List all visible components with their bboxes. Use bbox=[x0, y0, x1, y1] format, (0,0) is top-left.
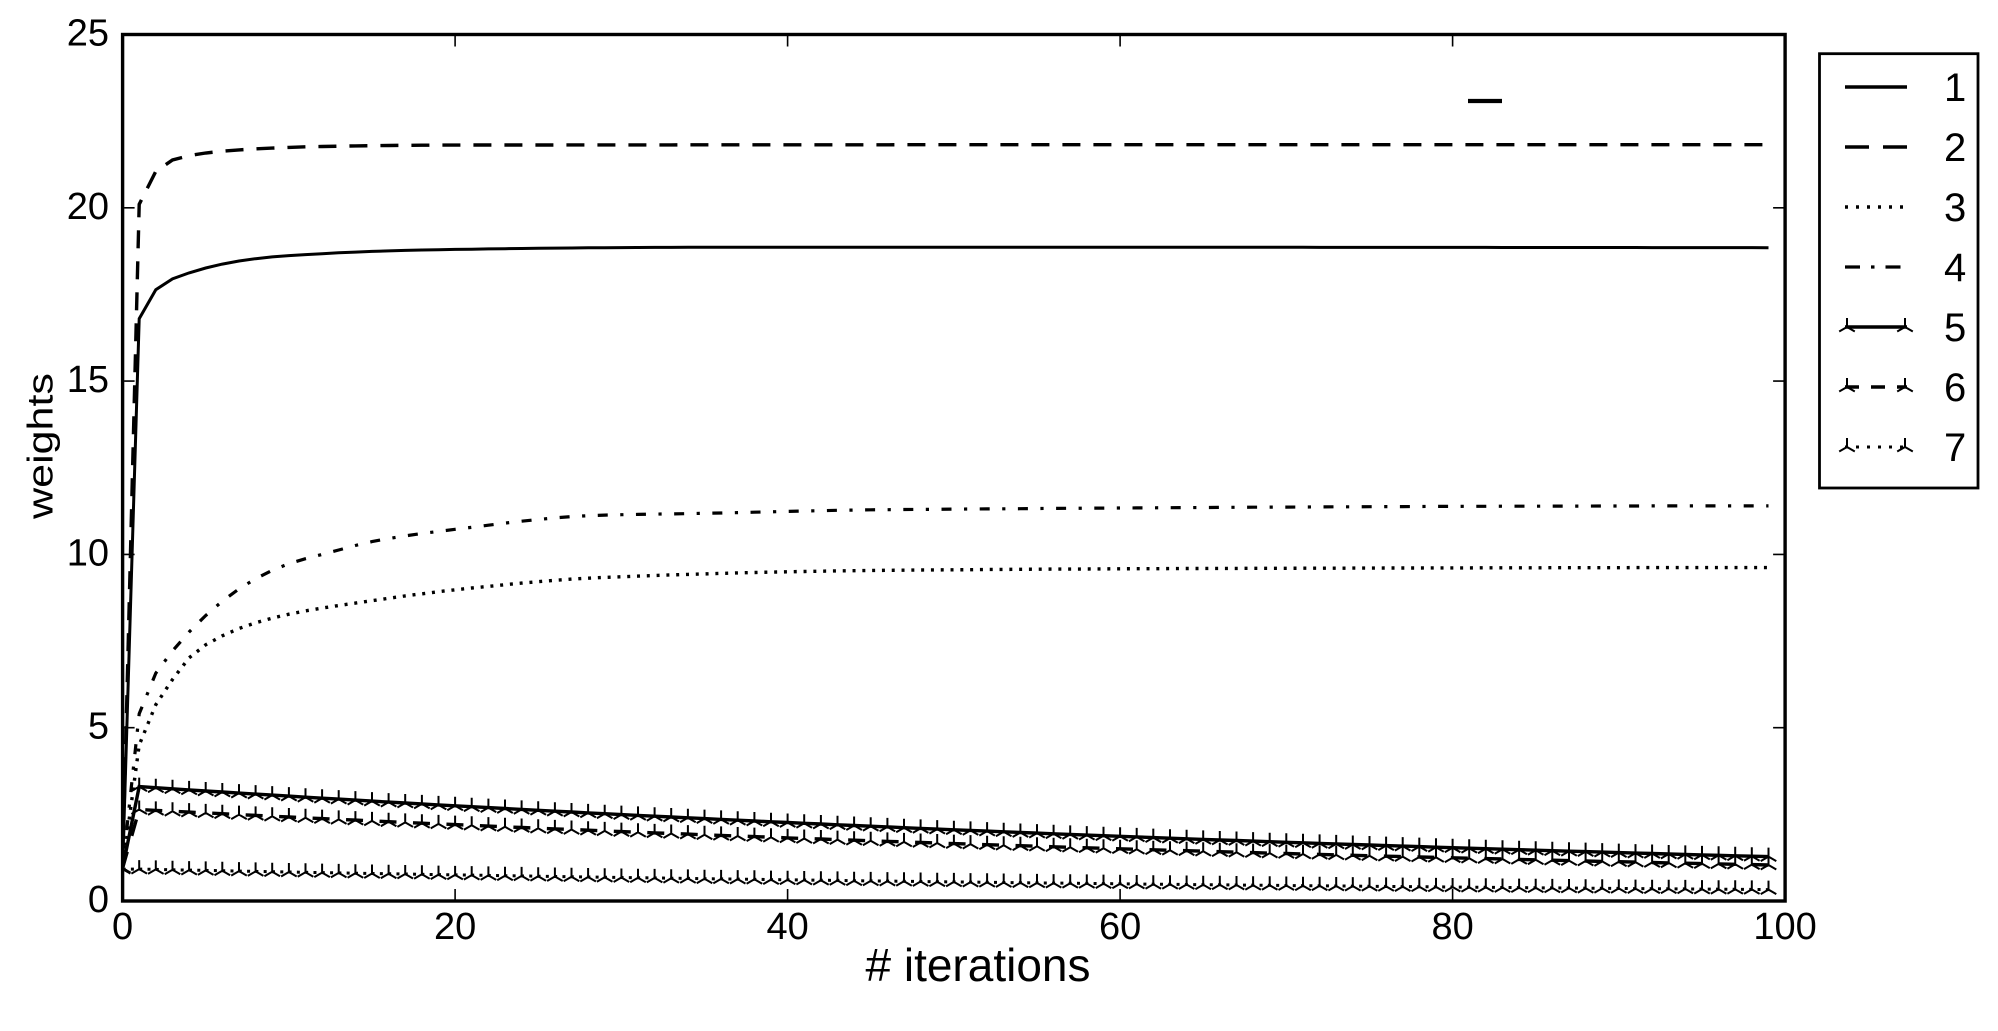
svg-text:4: 4 bbox=[1944, 246, 1966, 290]
svg-text:# iterations: # iterations bbox=[865, 939, 1090, 991]
svg-text:0: 0 bbox=[112, 906, 133, 948]
svg-text:5: 5 bbox=[1944, 306, 1966, 350]
svg-text:10: 10 bbox=[67, 532, 109, 574]
svg-text:7: 7 bbox=[1944, 426, 1966, 470]
svg-text:60: 60 bbox=[1099, 906, 1141, 948]
svg-text:weights: weights bbox=[20, 373, 60, 520]
svg-text:25: 25 bbox=[67, 13, 109, 55]
svg-text:40: 40 bbox=[766, 906, 808, 948]
svg-text:80: 80 bbox=[1431, 906, 1473, 948]
svg-text:2: 2 bbox=[1944, 126, 1966, 170]
svg-text:20: 20 bbox=[434, 906, 476, 948]
svg-text:1: 1 bbox=[1944, 66, 1966, 110]
svg-text:3: 3 bbox=[1944, 186, 1966, 230]
svg-text:6: 6 bbox=[1944, 366, 1966, 410]
svg-text:5: 5 bbox=[88, 706, 109, 748]
svg-text:20: 20 bbox=[67, 186, 109, 228]
svg-text:15: 15 bbox=[67, 359, 109, 401]
svg-text:0: 0 bbox=[88, 879, 109, 921]
svg-text:100: 100 bbox=[1753, 906, 1816, 948]
